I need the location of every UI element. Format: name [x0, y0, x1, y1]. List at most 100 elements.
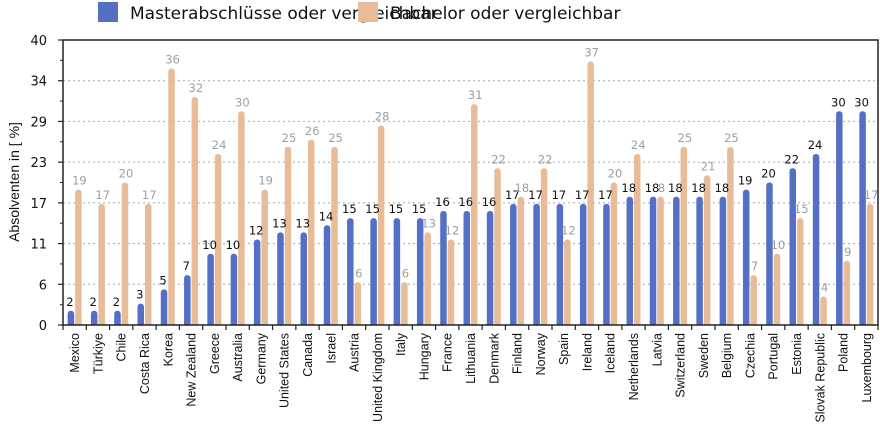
bar-master-base — [556, 322, 564, 325]
bar-bachelor — [587, 61, 594, 325]
bar-master — [556, 203, 564, 325]
value-label-master: 18 — [621, 181, 636, 195]
bar-bachelor-base — [797, 322, 804, 325]
bar-bachelor — [727, 146, 734, 325]
bar-master-base — [533, 322, 540, 325]
bar-master-base — [859, 322, 866, 325]
bar-master-base — [160, 322, 168, 325]
bar-bachelor-base — [866, 322, 874, 325]
x-tick-label: Slovak Republic — [813, 333, 827, 423]
x-tick-label: New Zealand — [185, 333, 199, 407]
bar-bachelor-base — [820, 322, 827, 325]
bar-master — [207, 253, 214, 325]
value-label-bachelor: 17 — [142, 188, 157, 202]
bar-bachelor — [447, 239, 455, 325]
y-tick-label: 34 — [30, 75, 47, 90]
x-tick-label: Chile — [115, 333, 129, 362]
value-label-bachelor: 22 — [538, 152, 553, 166]
x-tick-label: Finland — [511, 333, 525, 374]
value-label-master: 19 — [738, 174, 753, 188]
bar-master-base — [137, 322, 144, 325]
bar-bachelor-base — [214, 322, 222, 325]
y-axis: 0 6 11 17 23 29 34 40 — [30, 34, 63, 334]
bar-master — [766, 182, 773, 325]
bar-bachelor — [424, 232, 431, 325]
bar-bachelor-base — [471, 322, 478, 325]
bar-master-base — [67, 322, 75, 325]
bar-bachelor — [564, 239, 571, 325]
bar-master — [393, 218, 401, 325]
bar-master-base — [416, 322, 424, 325]
value-label-master: 18 — [715, 181, 730, 195]
bar-master-base — [486, 322, 494, 325]
bar-master — [696, 196, 703, 325]
bar-bachelor — [331, 146, 338, 325]
bar-master — [719, 196, 727, 325]
bar-bachelor — [75, 189, 82, 325]
value-label-bachelor: 9 — [844, 245, 851, 259]
bar-bachelor-base — [773, 322, 781, 325]
bar-master-base — [812, 322, 820, 325]
y-tick-label: 29 — [30, 115, 47, 130]
value-label-master: 18 — [691, 181, 706, 195]
bar-master — [510, 203, 517, 325]
bar-bachelor-base — [564, 322, 571, 325]
value-label-bachelor: 15 — [794, 202, 809, 216]
bar-master-base — [114, 322, 121, 325]
value-label-bachelor: 19 — [258, 174, 273, 188]
y-tick-label: 0 — [39, 319, 47, 334]
value-label-bachelor: 31 — [468, 88, 483, 102]
bar-bachelor-base — [447, 322, 455, 325]
bar-bachelor-base — [331, 322, 338, 325]
bar-bachelor — [773, 253, 781, 325]
bar-master — [836, 111, 843, 325]
value-label-master: 7 — [183, 259, 190, 273]
value-label-bachelor: 19 — [72, 174, 87, 188]
bar-master — [347, 218, 354, 325]
bar-bachelor-base — [354, 322, 362, 325]
bar-master — [184, 275, 191, 325]
value-label-master: 2 — [113, 295, 120, 309]
value-label-bachelor: 37 — [584, 45, 599, 59]
bar-bachelor-base — [843, 322, 851, 325]
bar-bachelor-base — [634, 322, 641, 325]
bar-bachelor-base — [98, 322, 105, 325]
value-label-master: 15 — [365, 202, 380, 216]
bar-bachelor-base — [424, 322, 431, 325]
bar-bachelor — [610, 182, 618, 325]
value-label-bachelor: 4 — [821, 281, 828, 295]
value-label-bachelor: 25 — [724, 131, 739, 145]
value-label-master: 15 — [412, 202, 427, 216]
value-label-bachelor: 25 — [282, 131, 297, 145]
legend: Masterabschlüsse oder vergleichbar Bache… — [98, 2, 620, 24]
bar-master — [300, 232, 307, 325]
value-label-master: 18 — [668, 181, 683, 195]
value-label-master: 17 — [575, 188, 590, 202]
bar-bachelor — [517, 196, 525, 325]
x-tick-label: Mexico — [68, 333, 82, 373]
gridlines — [63, 80, 878, 285]
bar-bachelor-base — [377, 322, 385, 325]
bar-master — [626, 196, 633, 325]
bar-bachelor-base — [284, 322, 292, 325]
value-label-bachelor: 30 — [235, 95, 250, 109]
value-label-master: 17 — [598, 188, 613, 202]
bar-bachelor-base — [401, 322, 408, 325]
x-tick-label: Costa Rica — [138, 333, 152, 394]
bar-bachelor-base — [238, 322, 245, 325]
x-tick-label: Netherlands — [627, 333, 641, 400]
x-tick-label: Israel — [324, 333, 338, 364]
bar-master-base — [719, 322, 727, 325]
value-label-master: 30 — [854, 95, 869, 109]
value-label-master: 17 — [528, 188, 543, 202]
x-tick-label: Türkiye — [91, 333, 105, 374]
legend-swatch-master — [98, 2, 118, 22]
bar-master-base — [673, 322, 680, 325]
bar-master — [370, 218, 377, 325]
bar-master — [742, 189, 750, 325]
x-tick-label: Greece — [208, 333, 222, 374]
bar-bachelor — [401, 282, 408, 325]
bar-master-base — [579, 322, 587, 325]
bar-bachelor — [238, 111, 245, 325]
plot-frame — [62, 39, 879, 326]
